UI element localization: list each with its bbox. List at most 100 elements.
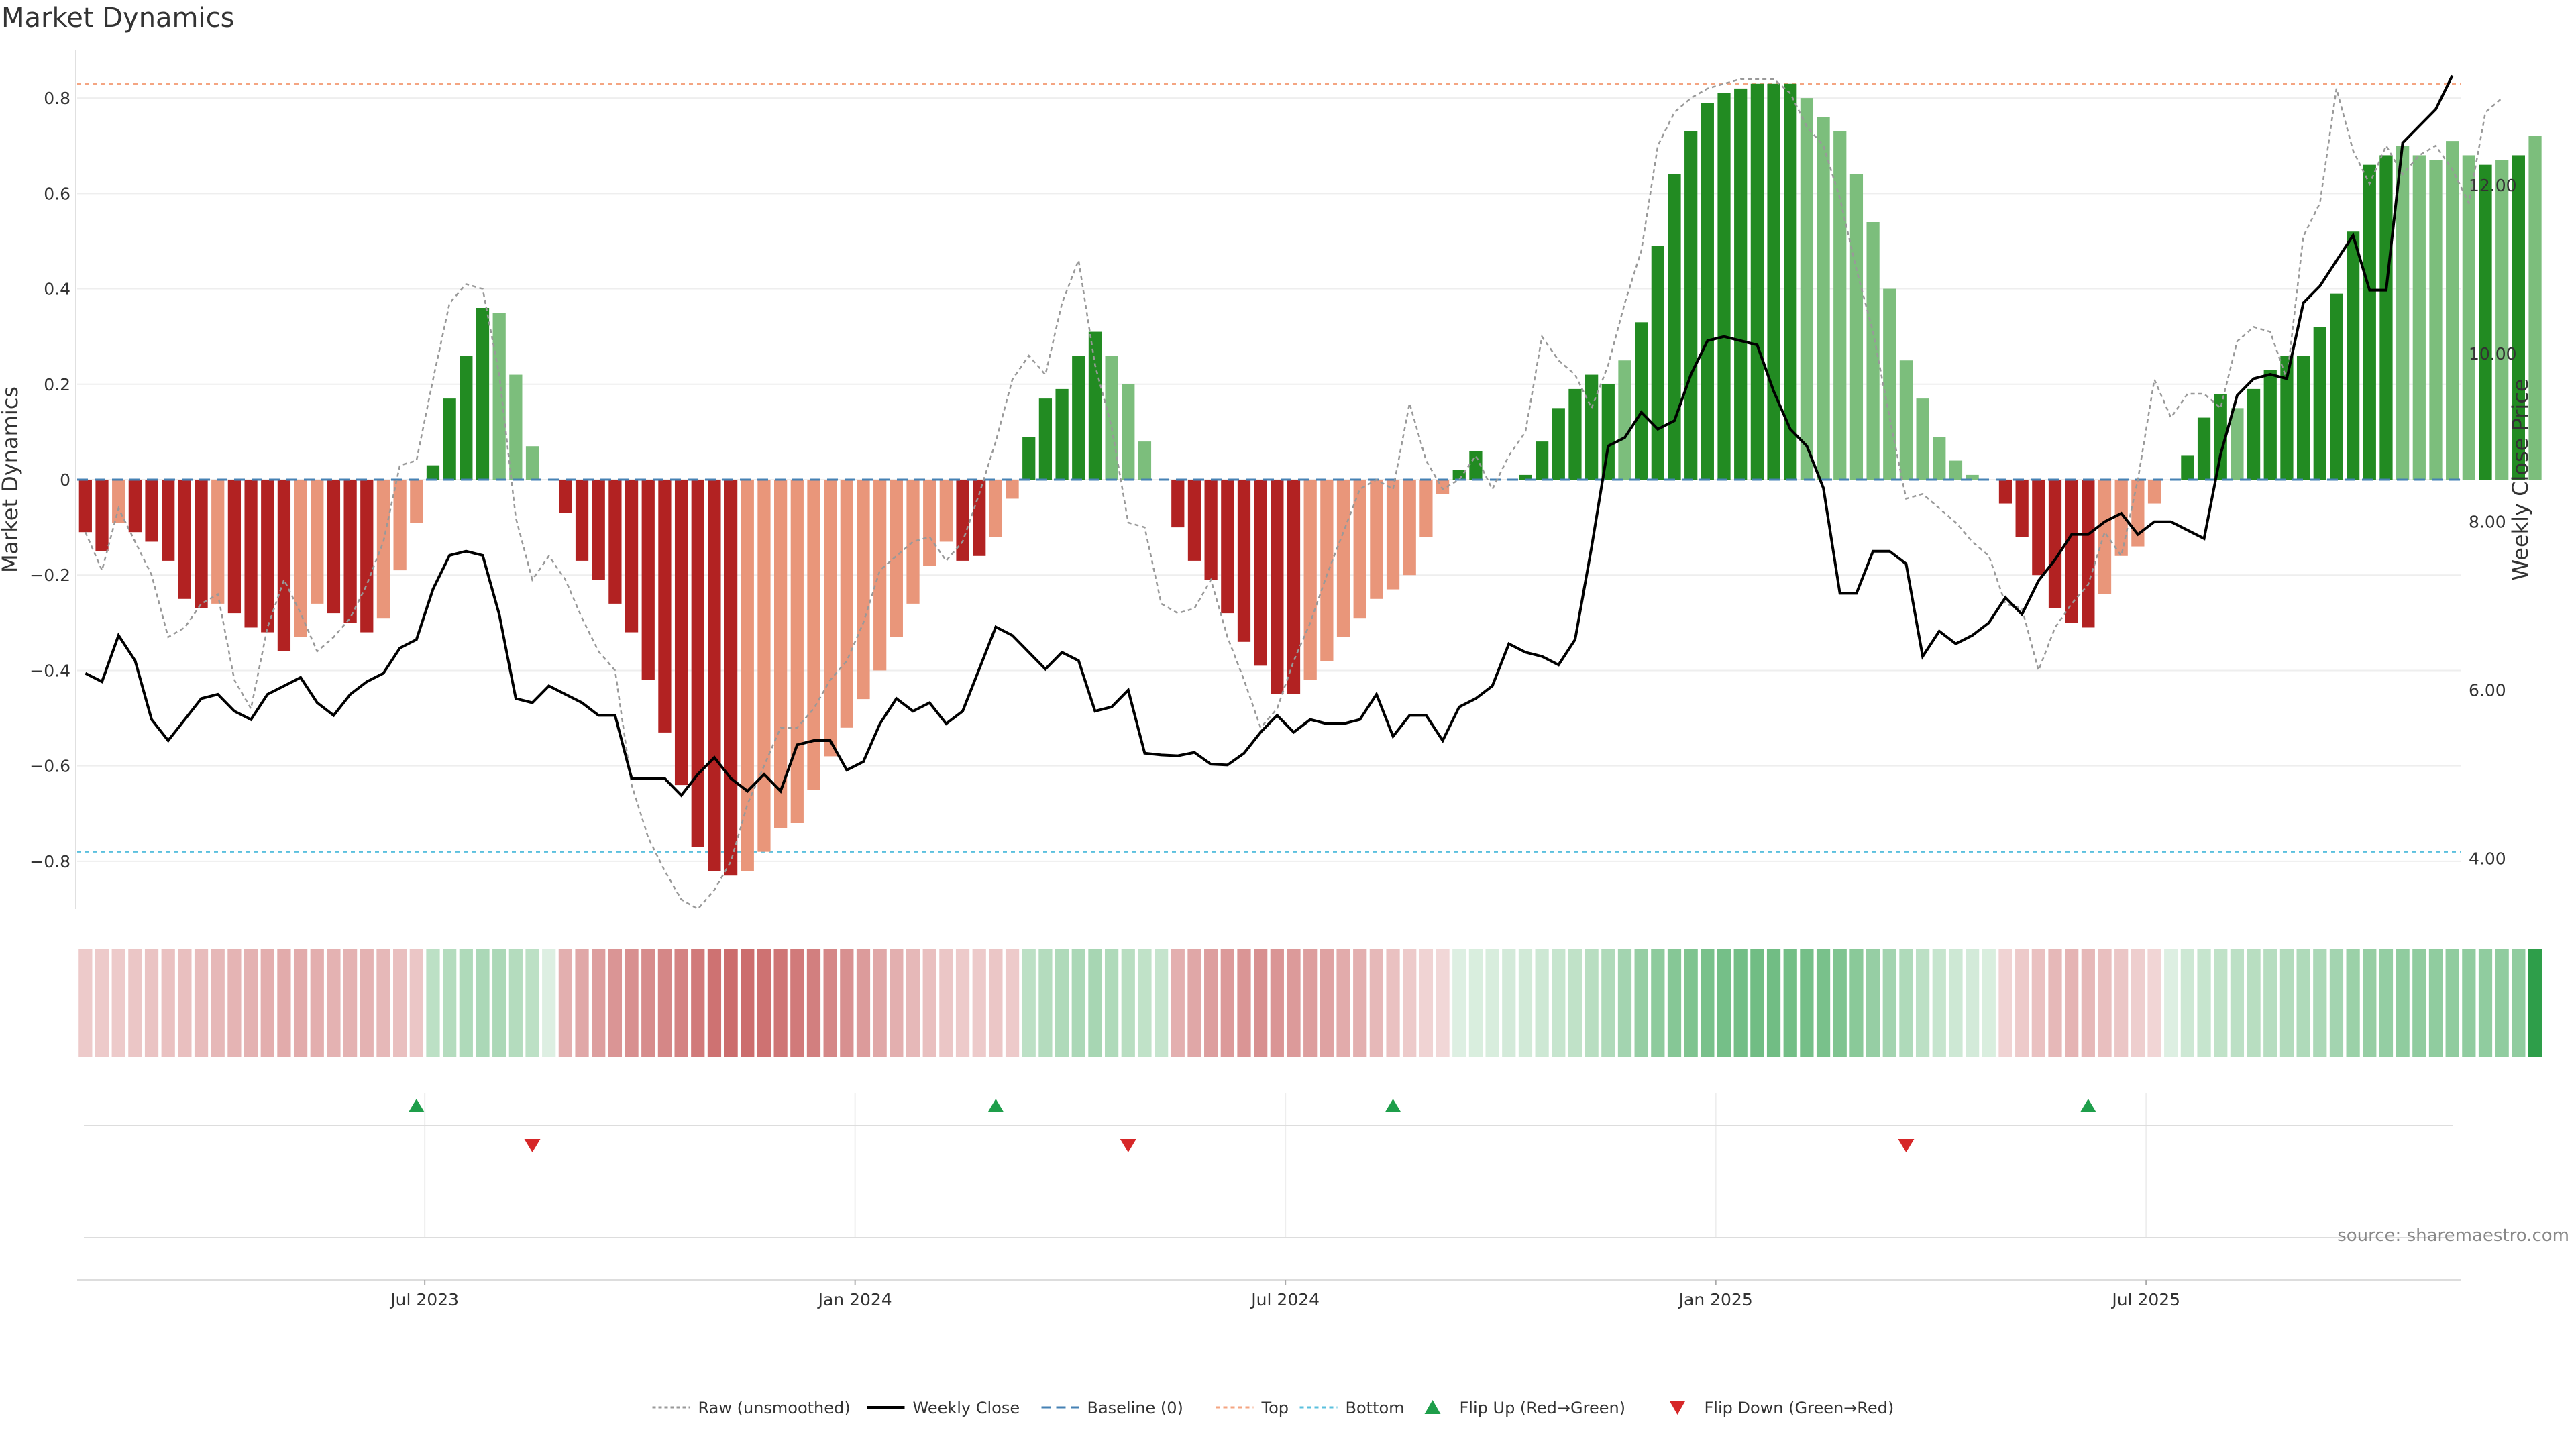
regime-cell [525,949,539,1057]
dynamics-bar [857,480,870,700]
dynamics-bar [1237,480,1251,642]
dynamics-bar [989,480,1003,537]
regime-cell [260,949,274,1057]
dynamics-bar [1419,480,1433,537]
dynamics-bar [112,480,125,523]
y-tick-left-label: 0.8 [44,89,70,108]
regime-cell [1899,949,1913,1057]
legend-swatch-flip-down [1669,1401,1686,1415]
regime-cell [1386,949,1400,1057]
regime-cell [2313,949,2327,1057]
dynamics-bar [1122,384,1135,480]
y-tick-left-label: 0.2 [44,375,70,394]
regime-cell [1617,949,1632,1057]
dynamics-bar [691,480,704,847]
dynamics-bar [1303,480,1317,680]
regime-cell [691,949,705,1057]
dynamics-bar [2015,480,2029,537]
dynamics-bar [1568,388,1582,480]
flip-down-marker [524,1139,541,1152]
dynamics-bar [1635,322,1648,480]
regime-cell [1320,949,1334,1057]
dynamics-bar [2131,480,2145,547]
dynamics-bar [1105,356,1118,480]
regime-cell [1750,949,1764,1057]
regime-cell [1634,949,1648,1057]
regime-cell [542,949,556,1057]
flip-up-marker [987,1099,1004,1112]
dynamics-bar [2462,155,2475,480]
dynamics-bar [2114,480,2128,556]
dynamics-bar [2263,370,2277,480]
regime-cell [1667,949,1682,1057]
dynamics-bar [1336,480,1350,637]
legend-item: Weekly Close [867,1399,1020,1417]
regime-cell [1882,949,1896,1057]
regime-cell [2396,949,2410,1057]
flip-up-marker [1385,1099,1401,1112]
regime-cell [327,949,341,1057]
dynamics-bar [559,480,572,513]
regime-cell [1237,949,1251,1057]
y-tick-left-label: −0.8 [30,852,70,871]
regime-cell [1038,949,1053,1057]
dynamics-bar [1403,480,1416,576]
regime-strip [78,949,2542,1057]
dynamics-bar [1800,98,1814,480]
dynamics-bar [1684,131,1698,480]
dynamics-bar [1618,360,1631,480]
dynamics-bar [2496,160,2509,480]
dynamics-bar [790,480,804,823]
y-tick-left-label: −0.2 [30,566,70,585]
regime-cell [608,949,623,1057]
regime-cell [1833,949,1847,1057]
regime-cell [128,949,142,1057]
y-tick-right-label: 10.00 [2469,344,2517,364]
regime-cell [2445,949,2459,1057]
dynamics-bar [393,480,407,571]
dynamics-bar [1767,83,1780,480]
regime-cell [277,949,291,1057]
y-tick-left-label: −0.6 [30,757,70,776]
dynamics-bar [2247,388,2261,480]
dynamics-bar [327,480,341,614]
dynamics-bar [2231,408,2244,480]
chart-title: Market Dynamics [1,3,234,34]
dynamics-bar [277,480,291,651]
regime-cell [1733,949,1748,1057]
regime-cell [178,949,192,1057]
dynamics-bar [592,480,605,580]
dynamics-bar [1370,480,1383,599]
regime-cell [2247,949,2261,1057]
dynamics-bar [1353,480,1366,619]
dynamics-bar [145,480,158,542]
regime-cell [1866,949,1880,1057]
regime-cell [955,949,970,1057]
dynamics-bar [774,480,788,828]
dynamics-bar [476,308,490,480]
regime-cell [840,949,854,1057]
dynamics-bar [923,480,936,566]
dynamics-bar [1171,480,1185,528]
dynamics-bar [128,480,142,533]
dynamics-bar [741,480,754,871]
regime-cell [2214,949,2228,1057]
regime-cell [1187,949,1201,1057]
legend: Raw (unsmoothed) Weekly Close Baseline (0)… [652,1399,1894,1417]
dynamics-bar [1668,174,1681,480]
regime-cell [1403,949,1417,1057]
dynamics-bar [1866,222,1880,480]
regime-cell [922,949,936,1057]
regime-cell [1287,949,1301,1057]
dynamics-bar [460,356,473,480]
dynamics-bar [1717,93,1731,480]
regime-cell [1849,949,1864,1057]
dynamics-bar [2214,394,2227,480]
regime-cell [2329,949,2344,1057]
dynamics-bar [1883,288,1896,480]
dynamics-bar [426,465,440,480]
dynamics-bar [2048,480,2062,608]
regime-cell [856,949,871,1057]
regime-cell [1766,949,1781,1057]
